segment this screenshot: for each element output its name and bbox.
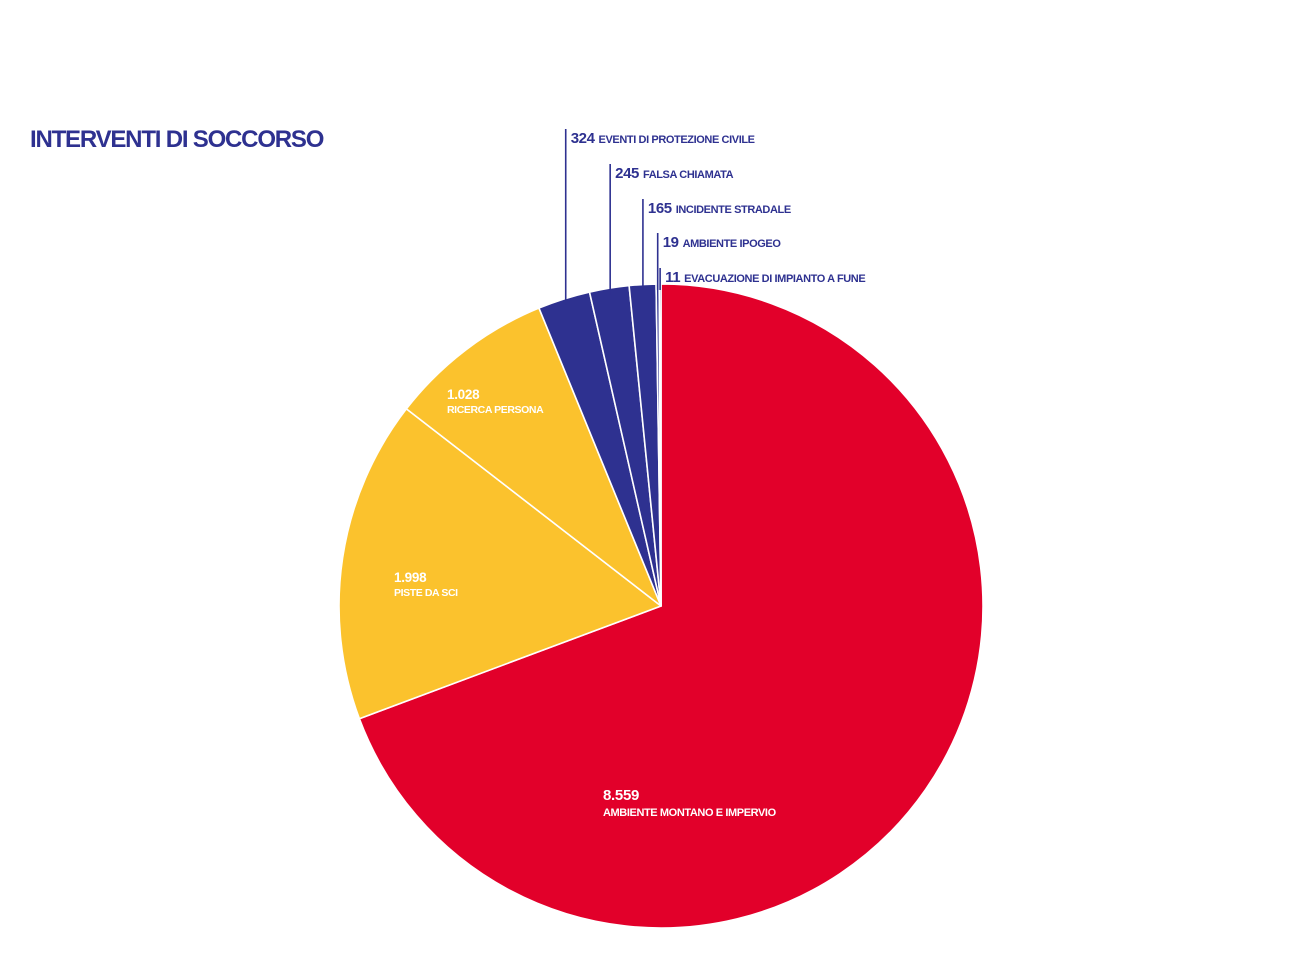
chart-title: INTERVENTI DI SOCCORSO xyxy=(30,126,324,153)
slice-label-ricerca-persona: RICERCA PERSONA xyxy=(447,404,544,416)
callout-label-evacuazione-di-impianto-a-fune: 11 EVACUAZIONE DI IMPIANTO A FUNE xyxy=(665,269,865,286)
pie-labels: 8.559 AMBIENTE MONTANO E IMPERVIO 1.998 PIS… xyxy=(394,129,866,819)
callout-name-ambiente-ipogeo: AMBIENTE IPOGEO xyxy=(683,238,782,250)
slice-value-ambiente-montano-e-impervio: 8.559 xyxy=(603,787,639,804)
callout-value-falsa-chiamata: 245 xyxy=(615,165,639,182)
callout-value-incidente-stradale: 165 xyxy=(648,200,672,217)
callout-label-eventi-di-protezione-civile: 324 EVENTI DI PROTEZIONE CIVILE xyxy=(571,130,755,147)
pie-slice-ricerca-persona xyxy=(405,307,662,607)
callout-name-eventi-di-protezione-civile: EVENTI DI PROTEZIONE CIVILE xyxy=(599,134,755,146)
slice-value-ricerca-persona: 1.028 xyxy=(447,387,480,402)
callout-label-falsa-chiamata: 245 FALSA CHIAMATA xyxy=(615,165,733,182)
slice-label-ambiente-montano-e-impervio: AMBIENTE MONTANO E IMPERVIO xyxy=(603,807,777,819)
slice-label-piste-da-sci: PISTE DA SCI xyxy=(394,587,458,599)
callout-label-ambiente-ipogeo: 19 AMBIENTE IPOGEO xyxy=(663,234,782,251)
pie-slice-ambiente-montano-e-impervio xyxy=(358,283,984,929)
pie-slices xyxy=(338,283,984,929)
slice-value-piste-da-sci: 1.998 xyxy=(394,570,427,585)
callout-name-incidente-stradale: INCIDENTE STRADALE xyxy=(676,204,791,216)
pie-slice-piste-da-sci xyxy=(338,408,662,720)
callout-label-incidente-stradale: 165 INCIDENTE STRADALE xyxy=(648,200,791,217)
callout-value-eventi-di-protezione-civile: 324 xyxy=(571,130,596,147)
callout-name-evacuazione-di-impianto-a-fune: EVACUAZIONE DI IMPIANTO A FUNE xyxy=(684,273,865,285)
callout-value-ambiente-ipogeo: 19 xyxy=(663,234,679,251)
callout-value-evacuazione-di-impianto-a-fune: 11 xyxy=(665,269,680,286)
callout-name-falsa-chiamata: FALSA CHIAMATA xyxy=(643,169,734,181)
